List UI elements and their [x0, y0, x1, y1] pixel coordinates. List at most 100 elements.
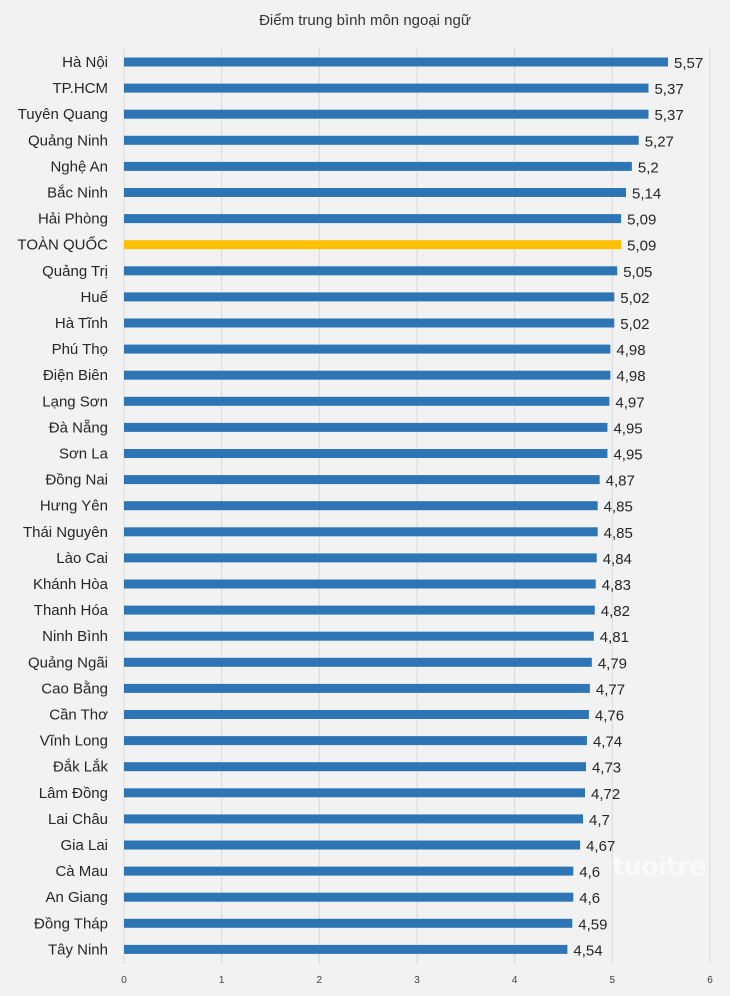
data-label: 4,87 — [606, 473, 635, 490]
bar — [124, 396, 610, 406]
category-label: Bắc Ninh — [47, 185, 108, 202]
x-tick-label: 3 — [414, 975, 420, 986]
category-label: Đồng Tháp — [34, 915, 108, 932]
data-label: 4,67 — [586, 838, 615, 855]
bar — [124, 657, 592, 667]
category-label: Cà Mau — [55, 863, 108, 880]
bar — [124, 266, 618, 276]
bar — [124, 344, 611, 354]
bar — [124, 918, 573, 928]
data-label: 4,76 — [595, 708, 624, 725]
bar — [124, 579, 596, 589]
category-label: Phú Thọ — [52, 341, 108, 358]
bar — [124, 292, 615, 302]
bar — [124, 892, 574, 902]
data-label: 4,82 — [601, 603, 630, 620]
data-label: 5,02 — [620, 316, 649, 333]
watermark-logo: tuoitre — [612, 852, 707, 882]
data-label: 4,85 — [604, 499, 633, 516]
category-label: Lào Cai — [56, 550, 108, 567]
bar — [124, 475, 600, 485]
data-label: 4,95 — [613, 447, 642, 464]
data-label: 4,77 — [596, 681, 625, 698]
bar — [124, 370, 611, 380]
category-label: TP.HCM — [52, 80, 108, 97]
category-label: Hà Tĩnh — [55, 315, 108, 332]
category-label: Hà Nội — [62, 54, 108, 71]
x-tick-label: 1 — [219, 975, 225, 986]
category-label: Ninh Bình — [42, 628, 108, 645]
bar — [124, 501, 598, 511]
category-label: Đồng Nai — [45, 472, 108, 489]
category-label: Đà Nẵng — [49, 419, 108, 436]
bar — [124, 814, 584, 824]
data-label: 5,2 — [638, 159, 659, 176]
category-label: Lai Châu — [48, 811, 108, 828]
category-label: Gia Lai — [60, 837, 108, 854]
x-tick-label: 0 — [121, 975, 127, 986]
chart-title: Điểm trung bình môn ngoại ngữ — [259, 12, 471, 29]
data-label: 4,85 — [604, 525, 633, 542]
bar-highlight — [124, 240, 622, 250]
bar — [124, 57, 669, 67]
data-label: 4,6 — [579, 890, 600, 907]
bar — [124, 605, 595, 615]
data-label: 4,7 — [589, 812, 610, 829]
category-label: Quảng Ninh — [28, 132, 108, 149]
data-label: 4,59 — [578, 916, 607, 933]
bar — [124, 318, 615, 328]
bar — [124, 83, 649, 93]
bar — [124, 788, 585, 798]
data-label: 4,98 — [616, 342, 645, 359]
data-label: 4,73 — [592, 760, 621, 777]
bar — [124, 840, 581, 850]
data-label: 5,02 — [620, 290, 649, 307]
x-tick-label: 5 — [610, 975, 616, 986]
category-label: Tuyên Quang — [18, 106, 108, 123]
category-label: Quảng Trị — [42, 263, 108, 280]
data-label: 5,09 — [627, 212, 656, 229]
category-label: Lạng Sơn — [42, 393, 108, 410]
bar — [124, 527, 598, 537]
bar — [124, 161, 632, 171]
data-label: 5,05 — [623, 264, 652, 281]
x-tick-label: 6 — [707, 975, 713, 986]
category-label: Cần Thơ — [49, 707, 108, 724]
category-label: Quảng Ngãi — [28, 654, 108, 671]
bar — [124, 422, 608, 432]
category-label: Đắk Lắk — [53, 759, 109, 776]
bar — [124, 449, 608, 458]
category-label: Vĩnh Long — [40, 733, 108, 750]
bar — [124, 710, 589, 719]
data-label: 4,83 — [602, 577, 631, 594]
data-label: 4,74 — [593, 734, 622, 751]
bar — [124, 135, 639, 145]
data-label: 4,97 — [615, 394, 644, 411]
data-label: 4,54 — [573, 942, 602, 959]
bar — [124, 188, 627, 197]
category-label: Lâm Đồng — [39, 785, 108, 802]
data-label: 5,37 — [654, 107, 683, 124]
data-label: 5,57 — [674, 55, 703, 72]
data-label: 5,37 — [654, 81, 683, 98]
data-label: 5,27 — [645, 133, 674, 150]
x-tick-label: 4 — [512, 975, 518, 986]
data-label: 4,6 — [579, 864, 600, 881]
data-label: 4,95 — [613, 420, 642, 437]
bar — [124, 762, 586, 772]
data-label: 5,14 — [632, 186, 661, 203]
category-label: Cao Bằng — [41, 680, 108, 697]
category-label: An Giang — [45, 889, 108, 906]
bar — [124, 553, 597, 563]
data-label: 4,98 — [616, 368, 645, 385]
category-label: Hưng Yên — [40, 498, 108, 515]
category-label: Hải Phòng — [38, 211, 108, 228]
bar — [124, 683, 590, 693]
category-label: Thái Nguyên — [23, 524, 108, 541]
category-label: Khánh Hòa — [33, 576, 109, 593]
category-label: Huế — [80, 289, 108, 306]
data-label: 4,79 — [598, 655, 627, 672]
data-label: 4,81 — [600, 629, 629, 646]
category-label: Nghệ An — [50, 158, 108, 175]
